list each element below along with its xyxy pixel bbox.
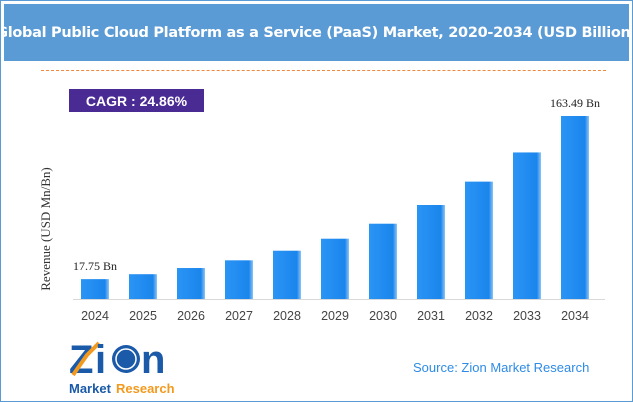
x-tick-label: 2031 [417, 309, 445, 323]
bar-2034 [561, 116, 589, 299]
cagr-badge: CAGR : 24.86% [69, 89, 204, 112]
x-tick-label: 2028 [273, 309, 301, 323]
data-label: 17.75 Bn [73, 259, 117, 273]
bar-2025 [129, 274, 157, 299]
x-tick-label: 2032 [465, 309, 493, 323]
x-tick-label: 2027 [225, 309, 253, 323]
x-tick-label: 2033 [513, 309, 541, 323]
svg-text:n: n [141, 338, 165, 382]
x-tick-label: 2024 [81, 309, 109, 323]
svg-text:Z: Z [69, 338, 93, 382]
bar-2028 [273, 250, 301, 299]
divider [41, 70, 606, 71]
bar-2030 [369, 223, 397, 299]
chart-title: Global Public Cloud Platform as a Servic… [1, 4, 632, 61]
x-tick-label: 2030 [369, 309, 397, 323]
x-tick-label: 2026 [177, 309, 205, 323]
x-tick-label: 2025 [129, 309, 157, 323]
zion-logo: Z i n Market Research [69, 338, 175, 396]
bar-2031 [417, 204, 445, 299]
bar-2024 [81, 279, 109, 299]
svg-text:Market: Market [69, 381, 112, 396]
x-tick-label: 2034 [561, 309, 589, 323]
data-label: 163.49 Bn [550, 96, 600, 110]
svg-text:Research: Research [116, 381, 175, 396]
bar-2033 [513, 152, 541, 299]
source-label: Source: Zion Market Research [413, 360, 590, 375]
bar-2026 [177, 268, 205, 299]
bar-2029 [321, 238, 349, 299]
bar-2027 [225, 260, 253, 299]
svg-text:i: i [95, 338, 106, 382]
bar-2032 [465, 181, 493, 299]
x-tick-label: 2029 [321, 309, 349, 323]
